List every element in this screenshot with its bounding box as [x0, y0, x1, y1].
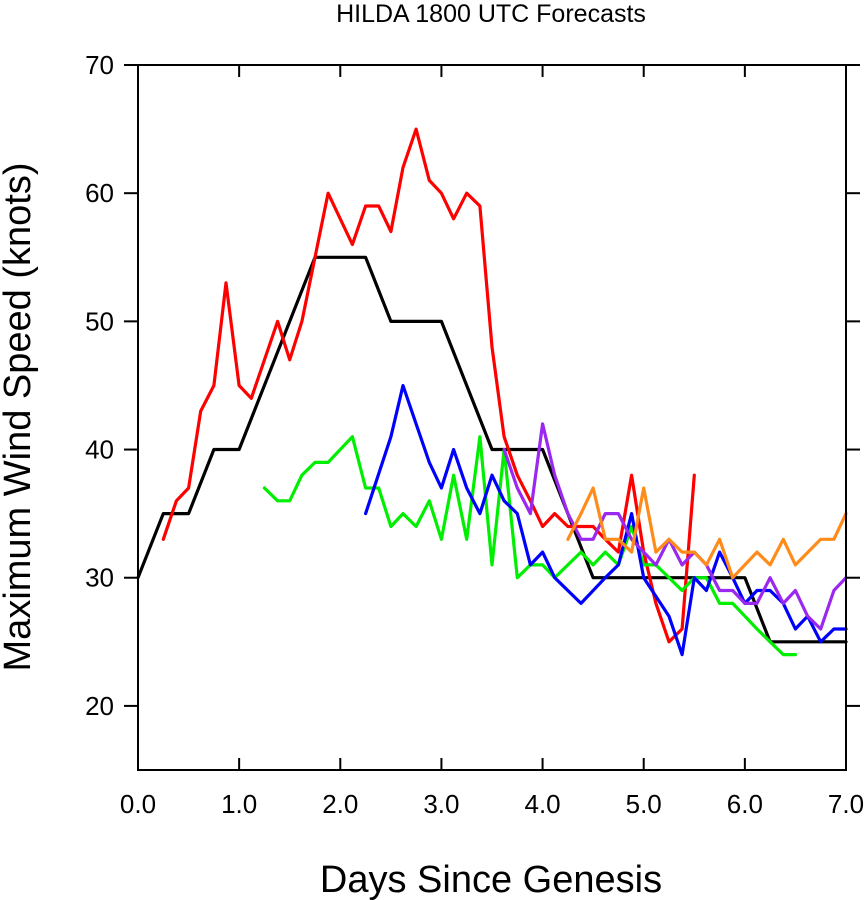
chart-title: HILDA 1800 UTC Forecasts	[336, 0, 646, 28]
y-tick-label: 20	[85, 691, 114, 721]
series-layer	[136, 127, 848, 657]
series-line-1	[161, 127, 696, 644]
y-tick-label: 30	[85, 563, 114, 593]
series-line-3	[364, 383, 848, 657]
y-tick-label: 50	[85, 306, 114, 336]
x-tick-label: 4.0	[524, 789, 560, 819]
x-tick-label: 7.0	[828, 789, 864, 819]
x-tick-label: 0.0	[120, 789, 156, 819]
y-tick-label: 40	[85, 435, 114, 465]
plot-frame	[137, 64, 847, 771]
x-tick-label: 3.0	[423, 789, 459, 819]
x-tick-label: 6.0	[727, 789, 763, 819]
series-line-5	[566, 486, 848, 580]
x-tick-label: 1.0	[221, 789, 257, 819]
y-tick-label: 60	[85, 178, 114, 208]
y-axis-label: Maximum Wind Speed (knots)	[0, 163, 39, 672]
series-line-0	[136, 255, 848, 644]
x-tick-label: 2.0	[322, 789, 358, 819]
x-axis-label: Days Since Genesis	[320, 859, 662, 900]
axis-layer: 0.0 1.0 2.0 3.0 4.0 5.0 6.0 7.0 20 30 40 50 60 70	[85, 50, 864, 819]
y-tick-label: 70	[85, 50, 114, 80]
series-line-2	[262, 435, 798, 657]
x-tick-label: 5.0	[626, 789, 662, 819]
series-line-4	[502, 422, 848, 631]
